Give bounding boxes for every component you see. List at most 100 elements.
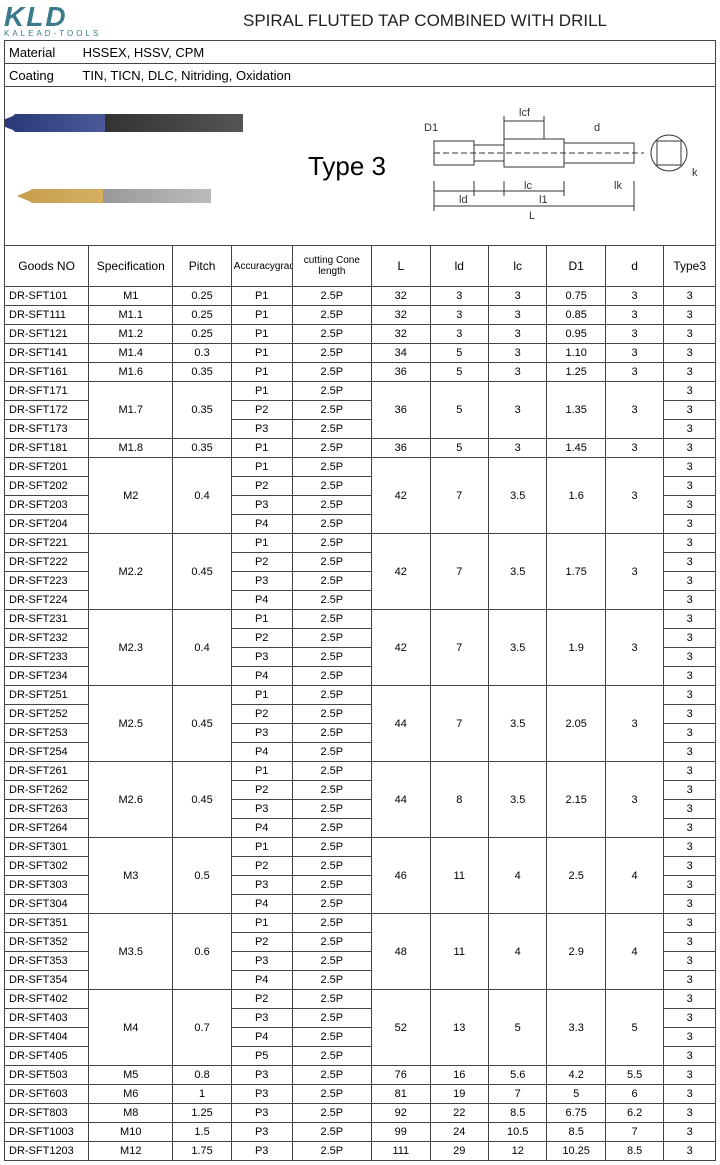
svg-text:lk: lk <box>614 180 622 192</box>
cell-d1: 0.75 <box>547 287 605 306</box>
cell-lc: 3.5 <box>488 686 546 762</box>
cell-lc: 3 <box>488 344 546 363</box>
cell-cone: 2.5P <box>292 800 372 819</box>
cell-cone: 2.5P <box>292 363 372 382</box>
cell-type3: 3 <box>664 496 716 515</box>
cell-pitch: 0.4 <box>173 458 231 534</box>
table-header: Goods NO Specification Pitch Accuracygra… <box>5 246 716 287</box>
cell-pitch: 0.35 <box>173 363 231 382</box>
cell-lc: 4 <box>488 838 546 914</box>
cell-cone: 2.5P <box>292 1123 372 1142</box>
cell-d: 3 <box>605 610 663 686</box>
cell-accuracy: P4 <box>231 1028 292 1047</box>
cell-goods-no: DR-SFT201 <box>5 458 89 477</box>
tap-blue-icon <box>13 114 243 132</box>
cell-cone: 2.5P <box>292 534 372 553</box>
col-d: d <box>605 246 663 287</box>
cell-cone: 2.5P <box>292 857 372 876</box>
cell-d: 3 <box>605 534 663 610</box>
cell-accuracy: P5 <box>231 1047 292 1066</box>
cell-l: 42 <box>372 610 430 686</box>
cell-ld: 5 <box>430 382 488 439</box>
cell-goods-no: DR-SFT171 <box>5 382 89 401</box>
cell-goods-no: DR-SFT354 <box>5 971 89 990</box>
cell-type3: 3 <box>664 952 716 971</box>
cell-ld: 29 <box>430 1142 488 1161</box>
cell-type3: 3 <box>664 439 716 458</box>
svg-text:ld: ld <box>459 194 468 206</box>
cell-goods-no: DR-SFT161 <box>5 363 89 382</box>
cell-goods-no: DR-SFT121 <box>5 325 89 344</box>
cell-goods-no: DR-SFT141 <box>5 344 89 363</box>
svg-text:lcf: lcf <box>519 107 531 119</box>
cell-cone: 2.5P <box>292 1047 372 1066</box>
cell-spec: M4 <box>89 990 173 1066</box>
cell-type3: 3 <box>664 800 716 819</box>
cell-type3: 3 <box>664 325 716 344</box>
cell-accuracy: P3 <box>231 572 292 591</box>
cell-d1: 2.9 <box>547 914 605 990</box>
cell-l: 44 <box>372 762 430 838</box>
cell-cone: 2.5P <box>292 1009 372 1028</box>
cell-d1: 1.45 <box>547 439 605 458</box>
cell-spec: M3 <box>89 838 173 914</box>
cell-ld: 16 <box>430 1066 488 1085</box>
cell-ld: 3 <box>430 306 488 325</box>
cell-l: 42 <box>372 534 430 610</box>
cell-type3: 3 <box>664 971 716 990</box>
cell-type3: 3 <box>664 306 716 325</box>
cell-goods-no: DR-SFT224 <box>5 591 89 610</box>
cell-pitch: 0.3 <box>173 344 231 363</box>
cell-type3: 3 <box>664 743 716 762</box>
cell-accuracy: P3 <box>231 1009 292 1028</box>
table-row: DR-SFT141M1.40.3P12.5P34531.1033 <box>5 344 716 363</box>
cell-spec: M2.3 <box>89 610 173 686</box>
type-label: Type 3 <box>287 151 407 182</box>
cell-goods-no: DR-SFT233 <box>5 648 89 667</box>
cell-d: 6.2 <box>605 1104 663 1123</box>
cell-type3: 3 <box>664 287 716 306</box>
cell-pitch: 1.75 <box>173 1142 231 1161</box>
cell-cone: 2.5P <box>292 344 372 363</box>
cell-cone: 2.5P <box>292 762 372 781</box>
cell-type3: 3 <box>664 1104 716 1123</box>
cell-type3: 3 <box>664 1085 716 1104</box>
cell-type3: 3 <box>664 895 716 914</box>
cell-lc: 3 <box>488 287 546 306</box>
table-row: DR-SFT803M81.25P32.5P92228.56.756.23 <box>5 1104 716 1123</box>
cell-lc: 3.5 <box>488 610 546 686</box>
cell-pitch: 0.6 <box>173 914 231 990</box>
table-row: DR-SFT221M2.20.45P12.5P4273.51.7533 <box>5 534 716 553</box>
cell-type3: 3 <box>664 781 716 800</box>
cell-ld: 3 <box>430 287 488 306</box>
cell-d: 3 <box>605 306 663 325</box>
cell-cone: 2.5P <box>292 1085 372 1104</box>
cell-cone: 2.5P <box>292 325 372 344</box>
cell-d1: 4.2 <box>547 1066 605 1085</box>
cell-l: 34 <box>372 344 430 363</box>
cell-goods-no: DR-SFT222 <box>5 553 89 572</box>
cell-goods-no: DR-SFT301 <box>5 838 89 857</box>
coating-value: TIN, TICN, DLC, Nitriding, Oxidation <box>82 68 291 83</box>
cell-accuracy: P3 <box>231 1104 292 1123</box>
cell-type3: 3 <box>664 933 716 952</box>
cell-cone: 2.5P <box>292 553 372 572</box>
cell-d1: 1.35 <box>547 382 605 439</box>
cell-cone: 2.5P <box>292 401 372 420</box>
cell-type3: 3 <box>664 515 716 534</box>
cell-accuracy: P3 <box>231 800 292 819</box>
cell-cone: 2.5P <box>292 287 372 306</box>
logo-text: KLD <box>4 4 134 29</box>
cell-pitch: 0.8 <box>173 1066 231 1085</box>
cell-cone: 2.5P <box>292 952 372 971</box>
cell-d: 4 <box>605 838 663 914</box>
cell-type3: 3 <box>664 1066 716 1085</box>
table-row: DR-SFT503M50.8P32.5P76165.64.25.53 <box>5 1066 716 1085</box>
cell-goods-no: DR-SFT351 <box>5 914 89 933</box>
cell-cone: 2.5P <box>292 686 372 705</box>
cell-type3: 3 <box>664 876 716 895</box>
svg-text:d: d <box>594 122 600 134</box>
cell-accuracy: P1 <box>231 838 292 857</box>
cell-accuracy: P1 <box>231 439 292 458</box>
cell-accuracy: P4 <box>231 971 292 990</box>
